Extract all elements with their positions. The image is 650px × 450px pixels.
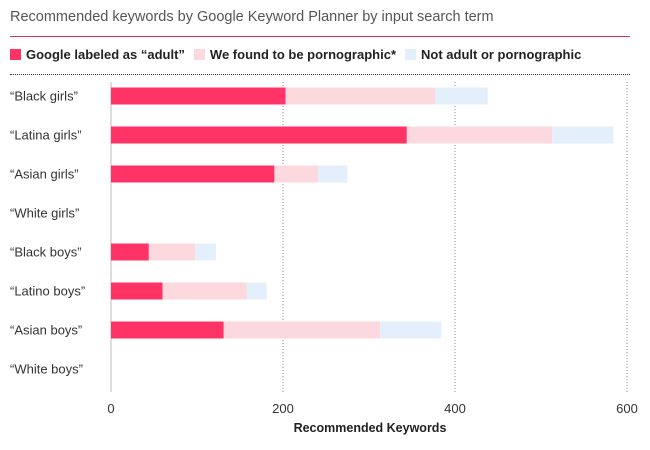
bar-segment-pornographic — [406, 126, 553, 144]
legend-swatch-pornographic — [193, 49, 205, 60]
legend-swatch-not-adult — [405, 49, 417, 60]
y-category-label: “Latina girls” — [10, 128, 82, 143]
bar-segment-not-adult — [195, 243, 216, 261]
bar-segment-pornographic — [162, 282, 247, 300]
bar-segment-pornographic — [285, 87, 436, 105]
bar-segment-adult — [111, 87, 286, 105]
bar-segment-pornographic — [274, 165, 319, 183]
bar-segment-not-adult — [435, 87, 488, 105]
legend-label-adult: Google labeled as “adult” — [26, 47, 185, 62]
bar-segment-not-adult — [246, 282, 267, 300]
bar-segment-adult — [111, 321, 224, 339]
legend-divider — [10, 74, 630, 75]
x-tick-label-0: 0 — [107, 401, 114, 416]
legend-label-not-adult: Not adult or pornographic — [421, 47, 582, 62]
legend-item-pornographic: We found to be pornographic* — [193, 47, 397, 62]
chart-legend: Google labeled as “adult” We found to be… — [10, 47, 590, 62]
y-category-label: “White girls” — [10, 206, 79, 221]
bar-segment-pornographic — [148, 243, 196, 261]
y-category-label: “Latino boys” — [10, 284, 85, 299]
legend-label-pornographic: We found to be pornographic* — [209, 47, 397, 62]
bar-segment-not-adult — [380, 321, 442, 339]
y-category-label: “Black boys” — [10, 245, 82, 260]
bar-segment-adult — [111, 282, 163, 300]
y-category-label: “Asian boys” — [10, 323, 82, 338]
x-axis-title: Recommended Keywords — [294, 421, 447, 435]
y-category-label: “Black girls” — [10, 89, 78, 104]
bar-segment-not-adult — [318, 165, 348, 183]
x-tick-label-400: 400 — [444, 401, 466, 416]
y-category-label: “Asian girls” — [10, 167, 79, 182]
y-category-label: “White boys” — [10, 362, 83, 377]
bar-segment-adult — [111, 243, 149, 261]
bar-segment-not-adult — [552, 126, 614, 144]
legend-swatch-adult — [10, 49, 21, 60]
chart-title: Recommended keywords by Google Keyword P… — [10, 9, 494, 25]
bar-segment-adult — [111, 126, 407, 144]
legend-item-adult: Google labeled as “adult” — [10, 47, 185, 62]
x-tick-label-600: 600 — [616, 401, 638, 416]
title-divider — [10, 36, 630, 37]
bar-segment-adult — [111, 165, 275, 183]
legend-item-not-adult: Not adult or pornographic — [405, 47, 581, 62]
bar-segment-pornographic — [223, 321, 381, 339]
x-tick-label-200: 200 — [272, 401, 294, 416]
